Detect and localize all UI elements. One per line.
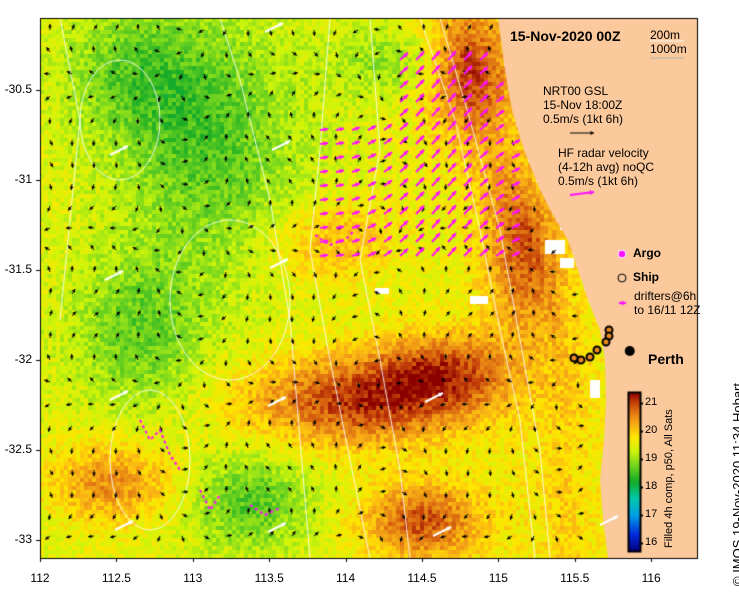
lon-tick-label: 113: [183, 571, 203, 585]
lon-tick-label: 113.5: [254, 571, 284, 585]
colorbar-tick-label: 19: [645, 451, 658, 464]
currents-legend-line3: 0.5m/s (1kt 6h): [543, 112, 624, 126]
colorbar-tick-label: 17: [645, 507, 658, 520]
lat-tick-label: -32.5: [4, 442, 32, 456]
colorbar-tick-label: 21: [645, 396, 658, 409]
lon-tick-label: 116: [641, 571, 661, 585]
drifters-legend-line2: to 16/11 12Z: [634, 303, 701, 317]
lat-tick-label: -33: [14, 532, 32, 546]
colorbar-tick-label: 20: [645, 424, 658, 437]
lat-tick-label: -31: [14, 172, 32, 186]
lon-tick-label: 114.5: [407, 571, 437, 585]
depth-200-label: 200m: [650, 28, 681, 42]
lon-tick-label: 115: [488, 571, 508, 585]
lat-tick-label: -31.5: [4, 262, 32, 276]
date-title: 15-Nov-2020 00Z: [510, 28, 621, 44]
argo-legend-label: Argo: [633, 246, 661, 260]
credit-text: © IMOS 19-Nov-2020 11:34 Hobart: [730, 383, 739, 586]
currents-legend-line2: 15-Nov 18:00Z: [543, 98, 623, 112]
colorbar-tick-label: 18: [645, 479, 658, 492]
ship-legend-label: Ship: [633, 270, 659, 284]
lon-tick-label: 112: [30, 571, 50, 585]
lat-tick-label: -32: [14, 352, 32, 366]
lon-tick-label: 114: [336, 571, 356, 585]
colorbar-tick-label: 16: [645, 535, 658, 548]
perth-label: Perth: [648, 351, 684, 367]
hf-legend-line2: (4-12h avg) noQC: [558, 160, 655, 174]
lon-tick-label: 115.5: [560, 571, 590, 585]
hf-legend-line1: HF radar velocity: [558, 146, 649, 160]
currents-legend-line1: NRT00 GSL: [543, 84, 609, 98]
depth-1000-label: 1000m: [650, 42, 687, 56]
drifters-legend-line1: drifters@6h: [634, 289, 697, 303]
hf-legend-line3: 0.5m/s (1kt 6h): [558, 174, 639, 188]
lat-tick-label: -30.5: [4, 82, 32, 96]
colorbar-label: Filled 4h comp, p50, All Sats: [663, 409, 675, 548]
lon-tick-label: 112.5: [101, 571, 131, 585]
